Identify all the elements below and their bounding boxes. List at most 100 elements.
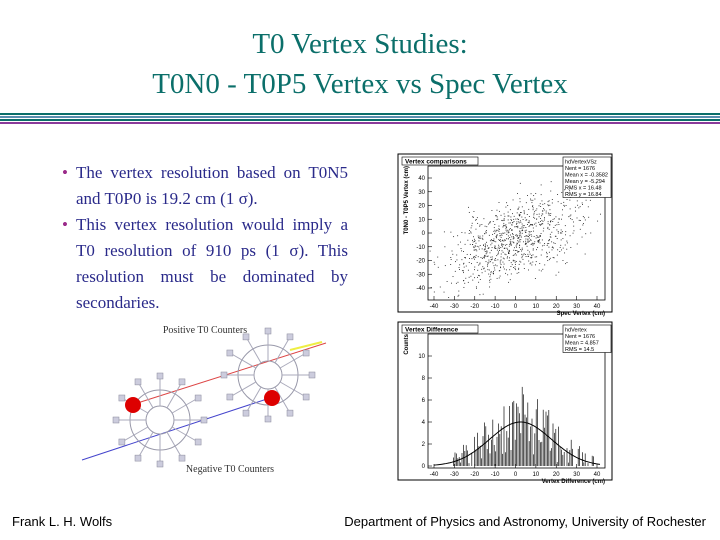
texture-dot	[525, 238, 527, 240]
texture-dot	[503, 247, 505, 249]
texture-dot	[540, 218, 541, 219]
texture-dot	[522, 254, 524, 256]
texture-dot	[479, 263, 481, 265]
texture-dot	[553, 218, 555, 220]
texture-dot	[512, 222, 514, 224]
texture-dot	[480, 237, 482, 239]
counter	[264, 415, 272, 423]
texture-dot	[566, 192, 568, 194]
texture-dot	[561, 192, 563, 193]
texture-dot	[437, 266, 439, 268]
texture-dot	[547, 226, 549, 228]
texture-dot	[513, 254, 515, 256]
texture-dot	[577, 204, 579, 206]
texture-dot	[502, 220, 504, 222]
texture-dot	[588, 216, 590, 218]
texture-dot	[490, 272, 492, 274]
texture-dot	[457, 244, 459, 246]
texture-dot	[509, 228, 511, 229]
texture-dot	[481, 248, 483, 250]
texture-dot	[484, 225, 486, 227]
stats-box	[562, 324, 612, 353]
texture-dot	[540, 270, 542, 272]
counter	[279, 381, 307, 398]
texture-dot	[542, 213, 544, 215]
texture-dot	[525, 227, 527, 228]
texture-dot	[537, 240, 539, 242]
texture-dot	[495, 264, 497, 266]
texture-dot	[549, 215, 551, 216]
texture-dot	[518, 215, 520, 217]
texture-dot	[487, 248, 489, 249]
texture-dot	[532, 242, 534, 244]
texture-dot	[569, 215, 571, 217]
texture-dot	[497, 253, 499, 255]
texture-dot	[510, 239, 512, 241]
texture-dot	[531, 264, 533, 266]
texture-dot	[474, 277, 476, 279]
counter	[286, 409, 294, 417]
texture-dot	[535, 261, 537, 263]
texture-dot	[579, 220, 581, 221]
texture-dot	[526, 214, 528, 215]
texture-dot	[532, 227, 534, 229]
texture-dot	[475, 249, 477, 250]
texture-dot	[548, 259, 550, 261]
texture-dot	[505, 226, 507, 227]
texture-dot	[496, 255, 498, 257]
texture-dot	[448, 297, 450, 298]
texture-dot	[494, 269, 496, 271]
texture-dot	[504, 247, 506, 249]
texture-dot	[521, 226, 523, 228]
texture-dot	[495, 248, 497, 250]
texture-dot	[551, 202, 553, 204]
texture-dot	[465, 257, 466, 259]
counter	[118, 438, 126, 446]
texture-dot	[585, 233, 587, 235]
texture-dot	[486, 226, 488, 228]
counter	[137, 431, 154, 459]
texture-dot	[511, 222, 513, 224]
texture-dot	[486, 252, 488, 254]
texture-dot	[513, 247, 515, 249]
texture-dot	[494, 245, 496, 247]
texture-dot	[484, 248, 486, 250]
texture-dot	[496, 229, 498, 231]
texture-dot	[535, 192, 537, 194]
texture-dot	[498, 251, 499, 253]
texture-dot	[582, 216, 584, 217]
texture-dot	[477, 269, 479, 271]
texture-dot	[507, 219, 509, 221]
texture-dot	[538, 213, 540, 215]
texture-dot	[509, 222, 511, 224]
texture-dot	[505, 272, 507, 274]
y-tick-label: -30	[416, 272, 425, 278]
texture-dot	[499, 262, 501, 264]
texture-dot	[528, 226, 530, 228]
texture-dot	[541, 200, 543, 202]
texture-dot	[551, 231, 553, 233]
x-tick-label: -10	[491, 304, 500, 310]
texture-dot	[459, 264, 461, 266]
counter	[242, 333, 250, 341]
texture-dot	[544, 264, 546, 266]
texture-dot	[508, 215, 510, 217]
texture-dot	[538, 269, 540, 271]
texture-dot	[493, 227, 495, 229]
y-tick-label: 8	[422, 376, 426, 382]
texture-dot	[525, 242, 527, 244]
texture-dot	[539, 242, 541, 244]
plot-title-box	[401, 324, 479, 334]
texture-dot	[527, 239, 529, 241]
texture-dot	[493, 238, 495, 240]
texture-dot	[531, 202, 533, 204]
counter	[264, 327, 272, 335]
texture-dot	[521, 232, 523, 234]
texture-dot	[515, 260, 517, 262]
texture-dot	[534, 278, 536, 279]
texture-dot	[511, 236, 513, 238]
texture-dot	[507, 256, 508, 258]
texture-dot	[490, 274, 491, 276]
texture-dot	[485, 253, 487, 255]
texture-dot	[521, 230, 523, 232]
